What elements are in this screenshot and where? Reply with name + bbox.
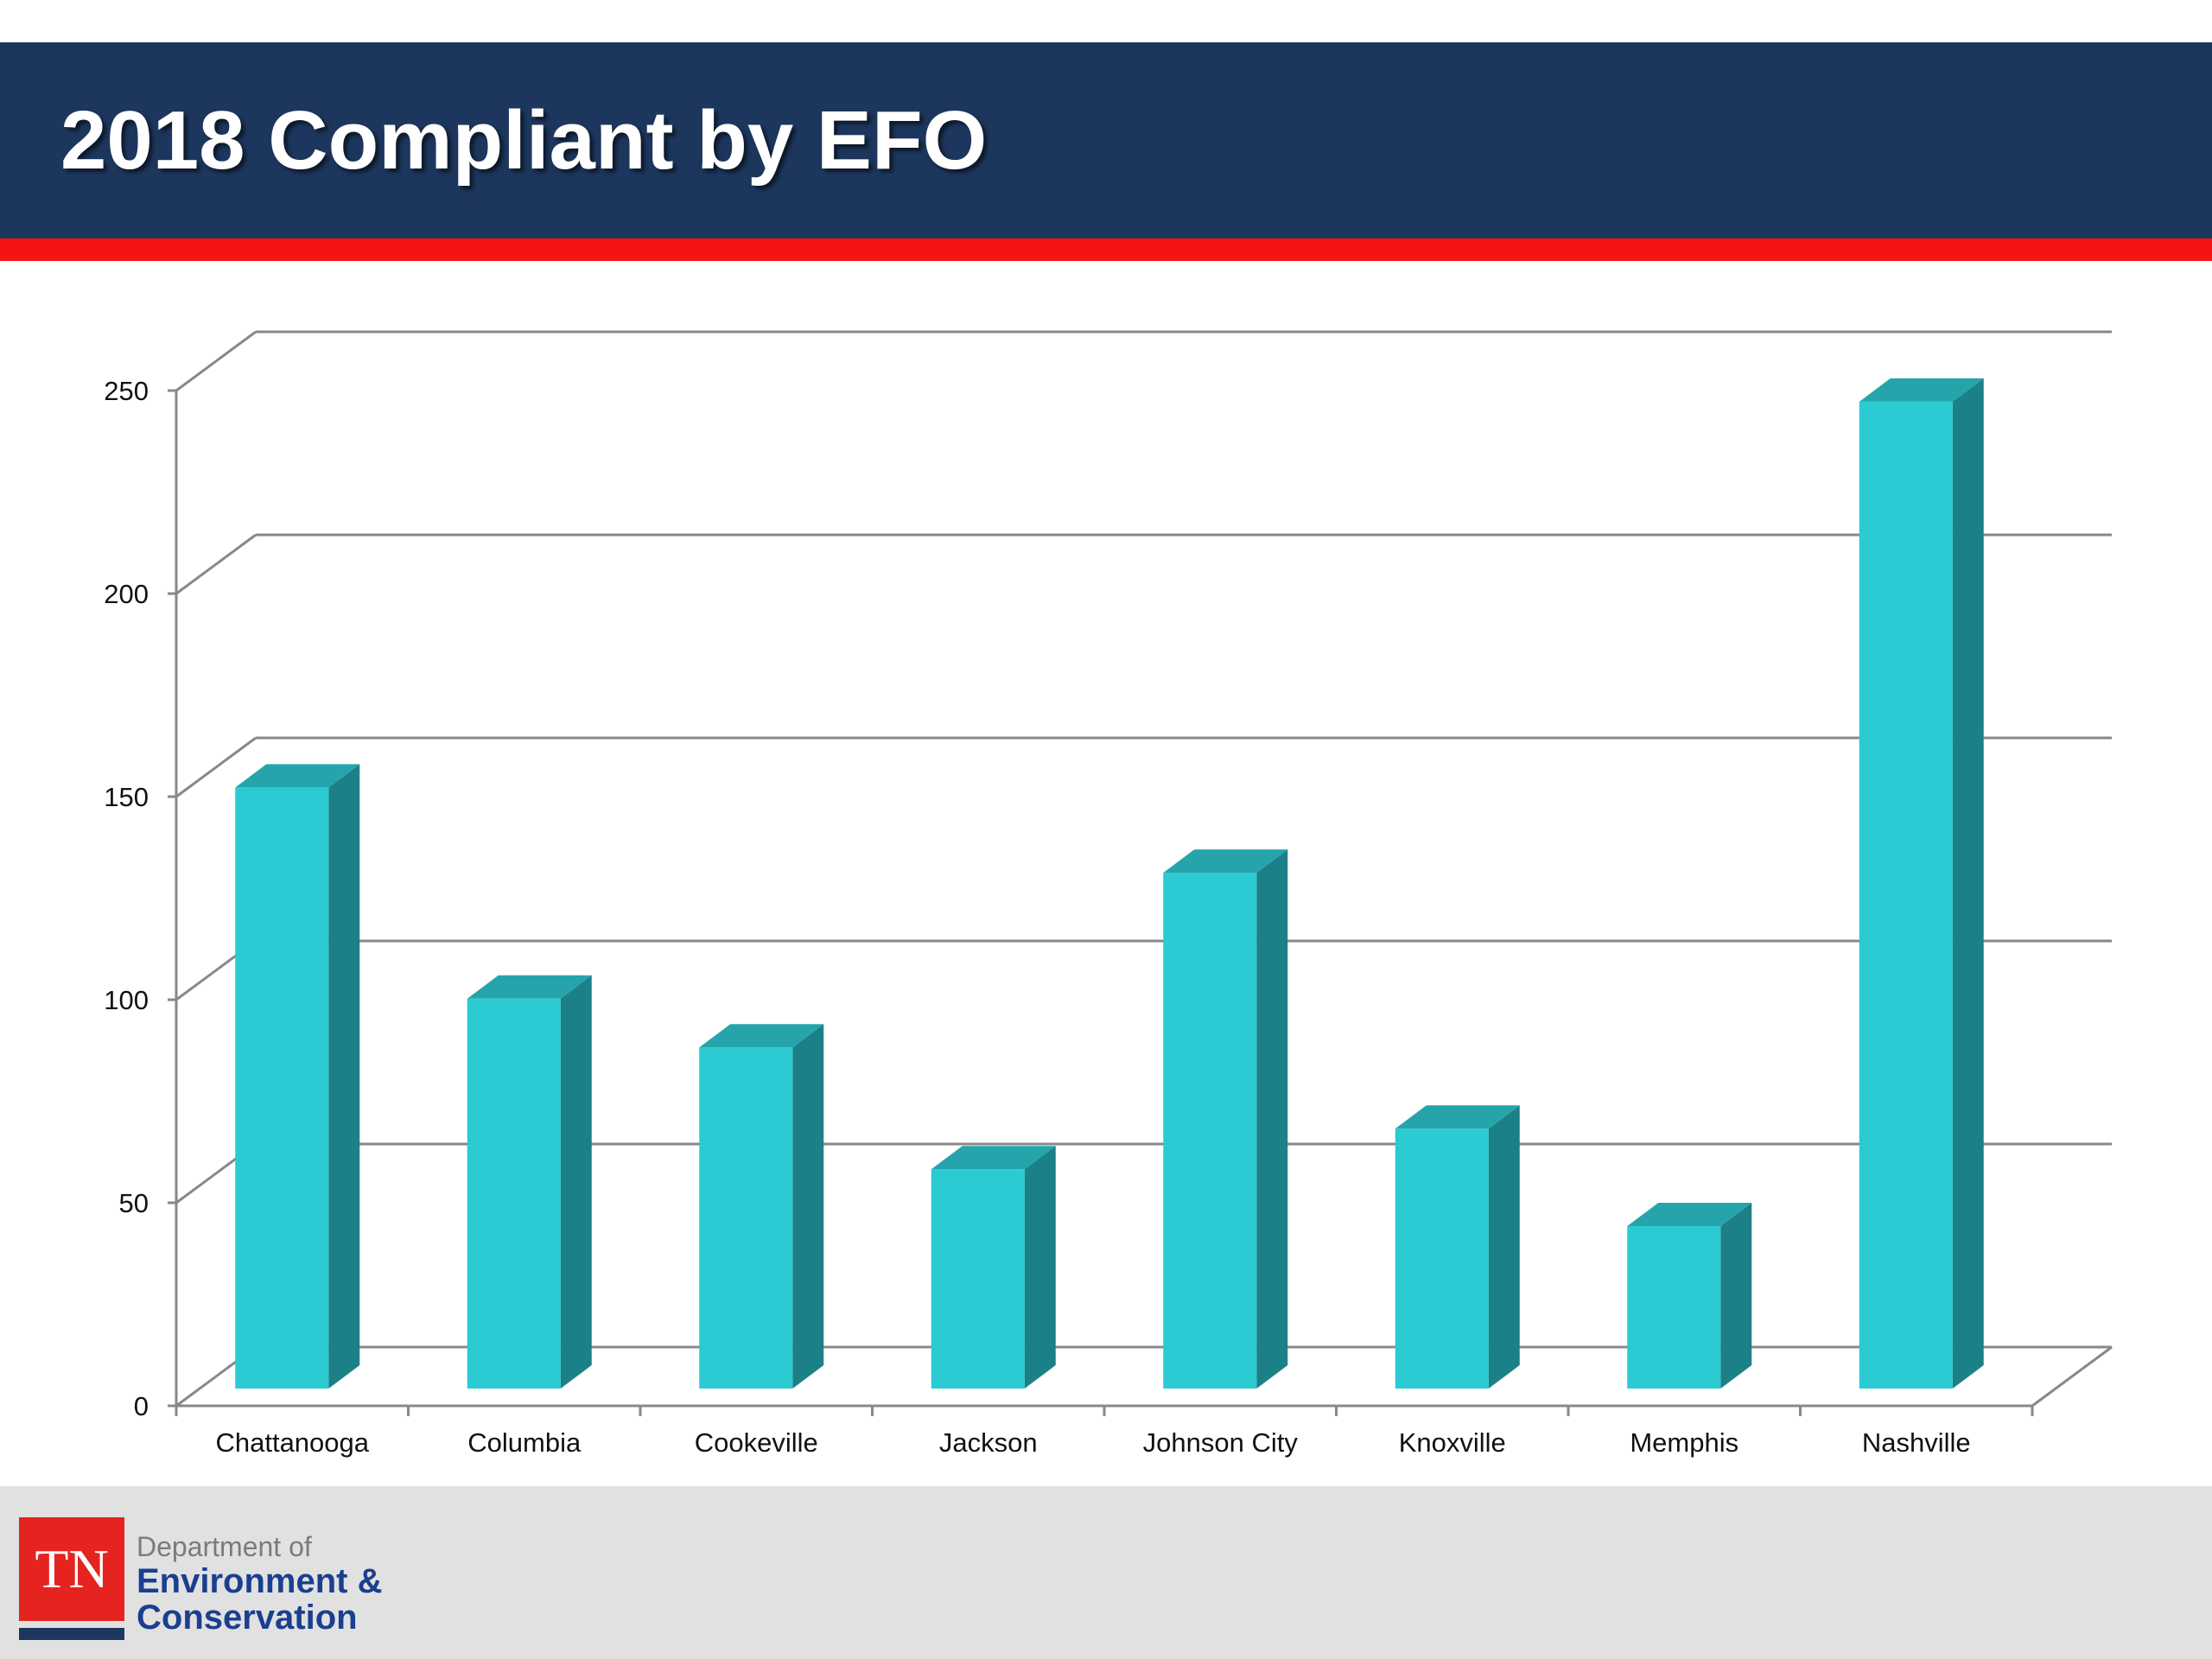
bar-side-3 bbox=[1024, 1146, 1056, 1389]
title-bar: 2018 Compliant by EFO bbox=[0, 42, 2212, 238]
x-tick-label-4: Johnson City bbox=[1143, 1427, 1299, 1458]
x-tick-label-3: Jackson bbox=[939, 1427, 1038, 1458]
y-tick-label-100: 100 bbox=[104, 985, 149, 1015]
x-tick-label-1: Columbia bbox=[467, 1427, 582, 1458]
x-tick-label-0: Chattanooga bbox=[215, 1427, 369, 1458]
grid-connector-150 bbox=[175, 736, 257, 798]
y-tick-label-50: 50 bbox=[119, 1188, 149, 1218]
bar-top-0 bbox=[235, 764, 360, 788]
grid-connector-250 bbox=[175, 330, 257, 392]
grid-connector-200 bbox=[175, 533, 257, 595]
y-tick-label-250: 250 bbox=[104, 376, 149, 406]
bar-side-0 bbox=[328, 764, 360, 1389]
bar-4 bbox=[1163, 873, 1257, 1389]
x-tick-label-7: Nashville bbox=[1862, 1427, 1971, 1458]
footer: TN Department of Environment & Conservat… bbox=[0, 1486, 2212, 1659]
y-tick-label-200: 200 bbox=[104, 579, 149, 609]
logo-department-text: Department of bbox=[137, 1531, 312, 1562]
y-tick-label-0: 0 bbox=[134, 1391, 149, 1421]
bar-side-1 bbox=[560, 975, 592, 1389]
bar-top-3 bbox=[931, 1146, 1056, 1170]
logo-underline bbox=[19, 1628, 124, 1640]
x-tick-label-6: Memphis bbox=[1630, 1427, 1738, 1458]
logo-environment-text: Environment & bbox=[137, 1562, 383, 1600]
bar-3 bbox=[931, 1169, 1025, 1389]
bar-top-5 bbox=[1395, 1105, 1520, 1129]
tn-logo-mark: TN bbox=[19, 1517, 124, 1621]
bar-side-7 bbox=[1952, 378, 1984, 1389]
bar-top-4 bbox=[1163, 849, 1288, 874]
x-tick-label-5: Knoxville bbox=[1399, 1427, 1506, 1458]
bar-7 bbox=[1859, 401, 1953, 1389]
logo-conservation-text: Conservation bbox=[137, 1599, 358, 1637]
bar-1 bbox=[467, 998, 561, 1389]
floor-right-edge bbox=[2031, 1345, 2113, 1408]
bar-top-2 bbox=[699, 1024, 824, 1048]
bar-6 bbox=[1627, 1226, 1721, 1389]
bar-side-5 bbox=[1488, 1105, 1520, 1389]
bar-side-2 bbox=[792, 1024, 824, 1389]
bar-top-1 bbox=[467, 975, 592, 999]
y-tick-label-150: 150 bbox=[104, 782, 149, 812]
bar-2 bbox=[699, 1047, 793, 1389]
x-tick-label-2: Cookeville bbox=[695, 1427, 818, 1458]
page-title: 2018 Compliant by EFO bbox=[60, 94, 988, 187]
bar-chart: 0 50 100 150 200 250 Chattanooga Columbia Cookev… bbox=[104, 330, 2113, 1458]
chart-area: 0 50 100 150 200 250 Chattanooga Columbia Cookev… bbox=[0, 261, 2212, 1486]
tdec-logo: TN Department of Environment & Conservat… bbox=[19, 1517, 382, 1647]
bar-0 bbox=[235, 787, 329, 1389]
bar-5 bbox=[1395, 1128, 1489, 1389]
bar-top-6 bbox=[1627, 1203, 1752, 1226]
bar-side-4 bbox=[1256, 849, 1288, 1389]
bar-top-7 bbox=[1859, 378, 1984, 402]
bar-side-6 bbox=[1720, 1203, 1752, 1389]
accent-stripe bbox=[0, 238, 2212, 261]
